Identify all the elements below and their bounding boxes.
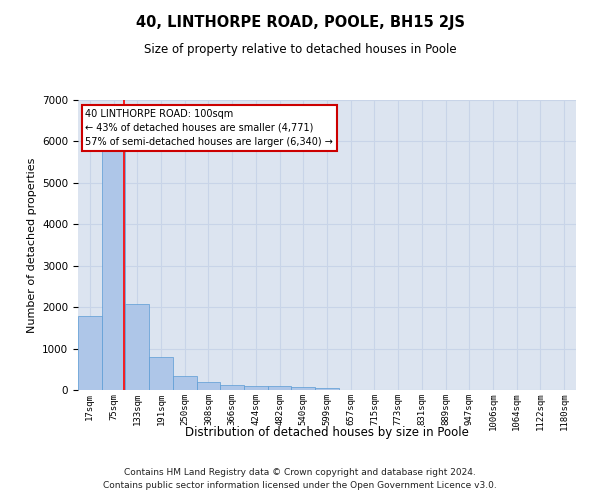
Bar [315,388,339,390]
Bar [244,386,268,390]
Bar [292,386,315,390]
Bar [268,386,292,390]
Y-axis label: Number of detached properties: Number of detached properties [26,158,37,332]
Text: Contains public sector information licensed under the Open Government Licence v3: Contains public sector information licen… [103,482,497,490]
Bar [102,150,125,390]
Text: Size of property relative to detached houses in Poole: Size of property relative to detached ho… [143,42,457,56]
Text: Contains HM Land Registry data © Crown copyright and database right 2024.: Contains HM Land Registry data © Crown c… [124,468,476,477]
Bar [220,385,244,390]
Bar [197,382,220,390]
Text: 40 LINTHORPE ROAD: 100sqm
← 43% of detached houses are smaller (4,771)
57% of se: 40 LINTHORPE ROAD: 100sqm ← 43% of detac… [85,108,334,146]
Text: 40, LINTHORPE ROAD, POOLE, BH15 2JS: 40, LINTHORPE ROAD, POOLE, BH15 2JS [136,15,464,30]
Bar [125,304,149,390]
Text: Distribution of detached houses by size in Poole: Distribution of detached houses by size … [185,426,469,439]
Bar [78,316,102,390]
Bar [173,376,197,390]
Bar [149,357,173,390]
